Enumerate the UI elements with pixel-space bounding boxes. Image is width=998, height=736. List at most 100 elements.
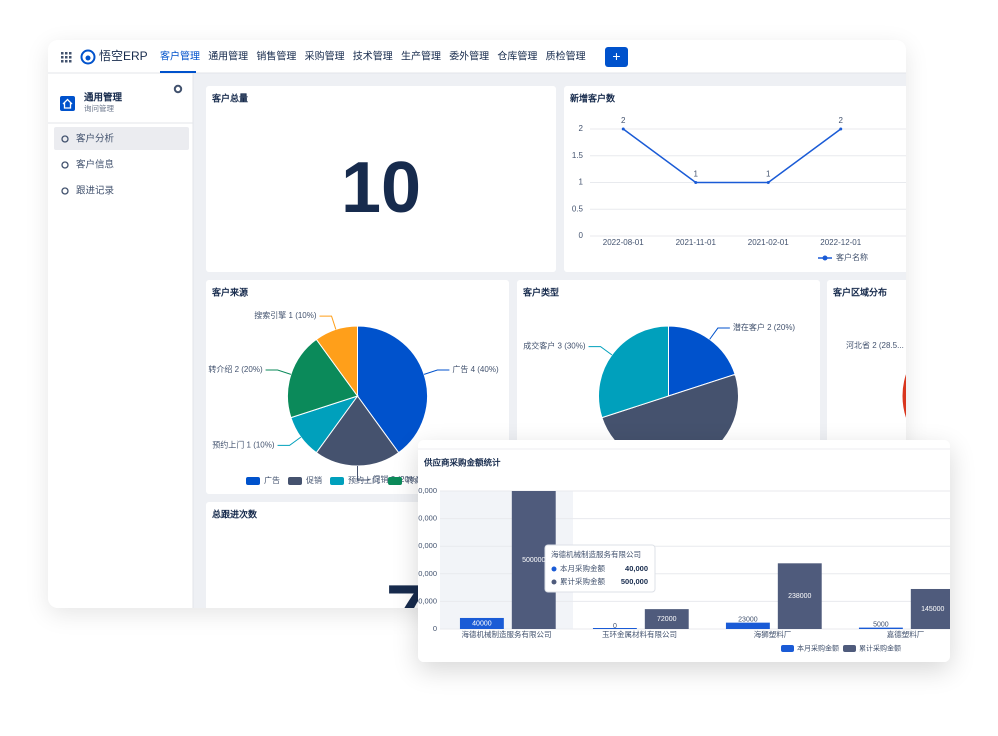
nav-item[interactable]: 技术管理 — [353, 50, 393, 63]
x-tick-label: 海狮塑料厂 — [754, 629, 792, 639]
bar-value-label: 238000 — [788, 593, 811, 600]
legend-label: 预约上门 — [348, 475, 380, 485]
legend-swatch — [388, 477, 402, 485]
legend-swatch — [843, 645, 856, 652]
card-title: 客户来源 — [211, 286, 248, 297]
bar — [644, 609, 689, 629]
kpi-value: 10 — [341, 148, 421, 228]
slice-label: 搜索引擎 1 (10%) — [254, 310, 317, 320]
card-title: 总跟进次数 — [212, 508, 258, 519]
sidebar-title: 通用管理 — [84, 92, 123, 104]
slice-label: 转介绍 2 (20%) — [208, 364, 263, 374]
value-label: 2 — [839, 116, 844, 125]
pie-slice — [598, 325, 669, 419]
x-tick-label: 玉环金属材料有限公司 — [602, 629, 677, 639]
point — [839, 127, 843, 131]
apps-icon — [61, 52, 72, 63]
sidebar-subtitle: 询问管理 — [84, 103, 114, 113]
add-button[interactable] — [605, 47, 628, 67]
tooltip-value: 500,000 — [621, 577, 648, 586]
legend-label: 累计采购金额 — [859, 643, 901, 652]
logo-dot — [85, 55, 91, 61]
y-tick-label: 200,000 — [418, 569, 437, 578]
home-icon — [60, 96, 75, 111]
point — [694, 181, 698, 184]
tooltip-title: 海德机械制造服务有限公司 — [551, 549, 641, 559]
bar-value-label: 72000 — [657, 616, 677, 623]
bar-value-label: 145000 — [921, 606, 944, 613]
supplier-chart: 供应商采购金额统计 0 100,000 200,000 300,000 400,000 50… — [418, 440, 950, 662]
x-tick-label: 嘉德塑料厂 — [887, 629, 925, 639]
pie-slice — [901, 371, 906, 421]
value-label: 1 — [694, 170, 699, 179]
x-tick-label: 海德机械制造服务有限公司 — [462, 629, 552, 639]
x-tick-label: 2021-11-01 — [676, 238, 717, 247]
legend-swatch — [781, 645, 794, 652]
pie-slice — [287, 338, 359, 419]
legend-swatch — [246, 477, 260, 485]
home-glyph — [62, 98, 73, 109]
y-tick-label: 500,000 — [418, 486, 437, 495]
legend-label: 客户名称 — [836, 252, 868, 262]
sidebar-item[interactable]: 跟进记录 — [76, 185, 115, 197]
card-title: 新增客户数 — [570, 92, 616, 103]
leader-line — [265, 369, 292, 375]
chart-title: 供应商采购金额统计 — [423, 457, 501, 467]
sidebar-item-icon — [61, 187, 69, 195]
legend-swatch — [330, 477, 344, 485]
slice-label: 预约上门 1 (10%) — [212, 439, 275, 449]
tooltip-dot — [551, 566, 557, 572]
nav-item[interactable]: 质检管理 — [546, 50, 586, 63]
tooltip-label: 本月采购金额 — [560, 563, 605, 573]
bar — [459, 617, 504, 629]
x-tick-label: 2022-08-01 — [603, 238, 644, 247]
y-tick-label: 400,000 — [418, 514, 437, 523]
sidebar-active-bg — [54, 127, 189, 150]
nav-item[interactable]: 销售管理 — [256, 50, 296, 63]
bar — [592, 628, 637, 629]
bar — [725, 622, 770, 629]
nav-item[interactable]: 仓库管理 — [497, 50, 537, 63]
tooltip-box — [544, 544, 656, 593]
nav-item[interactable]: 采购管理 — [305, 50, 345, 63]
point — [621, 127, 625, 131]
settings-icon[interactable] — [173, 84, 183, 94]
bar-value-label: 5000 — [873, 621, 889, 628]
add-button-label[interactable]: + — [612, 48, 620, 64]
sidebar-item-icon — [61, 161, 69, 169]
brand: 悟空ERP — [99, 48, 148, 63]
sidebar-item[interactable]: 客户信息 — [76, 159, 114, 171]
bar-value-label: 23000 — [738, 616, 758, 623]
y-tick-label: 100,000 — [418, 596, 437, 605]
nav-item[interactable]: 委外管理 — [449, 50, 489, 63]
nav-item[interactable]: 生产管理 — [401, 50, 441, 63]
bar-value-label: 0 — [613, 623, 617, 630]
leader-line — [588, 346, 613, 356]
card-title: 客户类型 — [522, 286, 559, 297]
sidebar-item[interactable]: 客户分析 — [76, 133, 115, 145]
slice-label: 潜在客户 2 (20%) — [733, 322, 796, 332]
legend-label: 本月采购金额 — [797, 643, 839, 652]
line — [622, 128, 842, 184]
card-title: 客户总量 — [211, 92, 248, 103]
tooltip-label: 累计采购金额 — [560, 576, 605, 586]
card — [206, 86, 556, 272]
supplier-panel: 供应商采购金额统计 0 100,000 200,000 300,000 400,000 50… — [418, 440, 950, 662]
y-tick-label: 2 — [579, 124, 584, 133]
y-tick-label: 300,000 — [418, 541, 437, 550]
sidebar-item-icon — [61, 135, 69, 143]
card — [564, 86, 906, 272]
nav-item[interactable]: 通用管理 — [208, 50, 248, 63]
value-label: 2 — [621, 116, 626, 125]
legend-label: 广告 — [264, 475, 280, 485]
bar-value-label: 500000 — [522, 557, 545, 564]
legend-dot — [822, 255, 828, 261]
bar — [858, 627, 903, 629]
nav-item[interactable]: 客户管理 — [160, 50, 200, 63]
leader-line — [709, 327, 730, 340]
y-tick-label: 0 — [579, 231, 584, 240]
pie-slice — [357, 325, 428, 454]
y-tick-label: 0 — [433, 624, 437, 633]
leader-line — [277, 436, 302, 446]
